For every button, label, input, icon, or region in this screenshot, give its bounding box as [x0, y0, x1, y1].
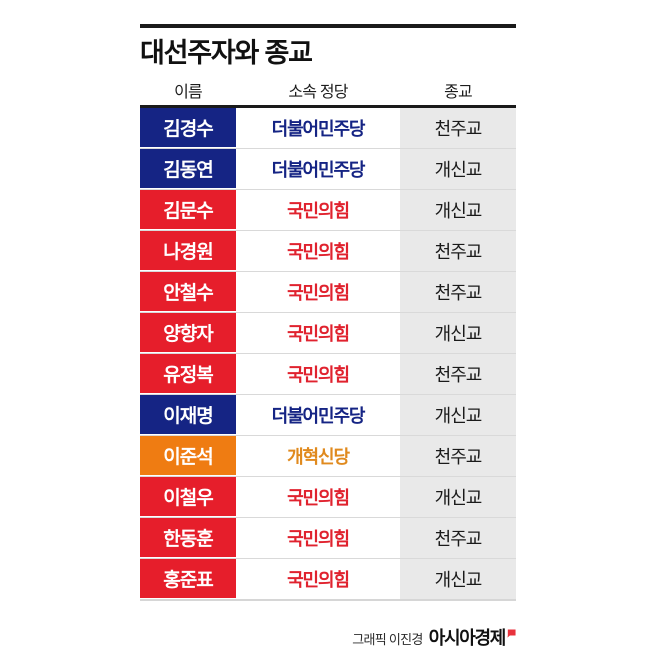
candidate-name-cell: 나경원 [140, 231, 236, 272]
candidates-table: 김경수 더불어민주당 천주교 김동연 더불어민주당 개신교 김문수 국민의힘 개신교 나경원 국민의… [140, 105, 516, 602]
candidate-religion-cell: 천주교 [400, 354, 516, 395]
table-row: 한동훈 국민의힘 천주교 [140, 518, 516, 560]
brand-logo: 아시아경제 [429, 624, 516, 650]
candidate-party-cell: 국민의힘 [236, 477, 400, 518]
column-header-religion: 종교 [444, 84, 473, 102]
candidate-name-cell: 김문수 [140, 190, 236, 231]
candidate-religion-cell: 개신교 [400, 395, 516, 436]
candidate-party-cell: 국민의힘 [236, 272, 400, 313]
table-row: 홍준표 국민의힘 개신교 [140, 559, 516, 600]
table-row: 김경수 더불어민주당 천주교 [140, 108, 516, 150]
table-row: 김문수 국민의힘 개신교 [140, 190, 516, 232]
candidate-party-cell: 더불어민주당 [236, 149, 400, 190]
candidate-religion-cell: 천주교 [400, 272, 516, 313]
candidate-name-cell: 한동훈 [140, 518, 236, 559]
candidate-party-cell: 개혁신당 [236, 436, 400, 477]
table-row: 이재명 더불어민주당 개신교 [140, 395, 516, 437]
candidate-name-cell: 김동연 [140, 149, 236, 190]
candidate-party-cell: 국민의힘 [236, 313, 400, 354]
candidate-religion-cell: 천주교 [400, 518, 516, 559]
candidate-party-cell: 더불어민주당 [236, 395, 400, 436]
table-row: 김동연 더불어민주당 개신교 [140, 149, 516, 191]
column-header-row: 이름 소속 정당 종교 [140, 78, 516, 102]
table-row: 양향자 국민의힘 개신교 [140, 313, 516, 355]
candidate-name-cell: 이준석 [140, 436, 236, 477]
candidate-name-cell: 유정복 [140, 354, 236, 395]
candidate-religion-cell: 개신교 [400, 190, 516, 231]
column-header-party: 소속 정당 [288, 84, 348, 102]
table-row: 유정복 국민의힘 천주교 [140, 354, 516, 396]
candidate-name-cell: 이철우 [140, 477, 236, 518]
candidate-religion-cell: 천주교 [400, 108, 516, 149]
candidate-name-cell: 김경수 [140, 108, 236, 149]
candidate-party-cell: 더불어민주당 [236, 108, 400, 149]
table-row: 나경원 국민의힘 천주교 [140, 231, 516, 273]
candidate-religion-cell: 개신교 [400, 149, 516, 190]
candidate-party-cell: 국민의힘 [236, 231, 400, 272]
column-header-name: 이름 [174, 84, 203, 102]
candidate-religion-cell: 개신교 [400, 477, 516, 518]
brand-mark-icon [507, 625, 516, 638]
candidate-religion-cell: 천주교 [400, 436, 516, 477]
candidate-name-cell: 홍준표 [140, 559, 236, 600]
table-row: 안철수 국민의힘 천주교 [140, 272, 516, 314]
candidate-religion-cell: 개신교 [400, 559, 516, 600]
candidate-party-cell: 국민의힘 [236, 354, 400, 395]
candidate-party-cell: 국민의힘 [236, 559, 400, 600]
candidate-party-cell: 국민의힘 [236, 190, 400, 231]
page-title: 대선주자와 종교 [140, 38, 313, 68]
top-divider [140, 24, 516, 28]
brand-name: 아시아경제 [428, 628, 507, 648]
table-row: 이준석 개혁신당 천주교 [140, 436, 516, 478]
candidate-name-cell: 안철수 [140, 272, 236, 313]
candidate-name-cell: 양향자 [140, 313, 236, 354]
candidate-religion-cell: 천주교 [400, 231, 516, 272]
candidate-religion-cell: 개신교 [400, 313, 516, 354]
table-row: 이철우 국민의힘 개신교 [140, 477, 516, 519]
infographic-content: 대선주자와 종교 이름 소속 정당 종교 김경수 더불어민주당 천주교 김동연 더불어민… [140, 24, 516, 602]
footer: 그래픽 이진경 아시아경제 [140, 624, 516, 650]
candidate-party-cell: 국민의힘 [236, 518, 400, 559]
graphic-credit: 그래픽 이진경 [352, 632, 423, 647]
candidate-name-cell: 이재명 [140, 395, 236, 436]
